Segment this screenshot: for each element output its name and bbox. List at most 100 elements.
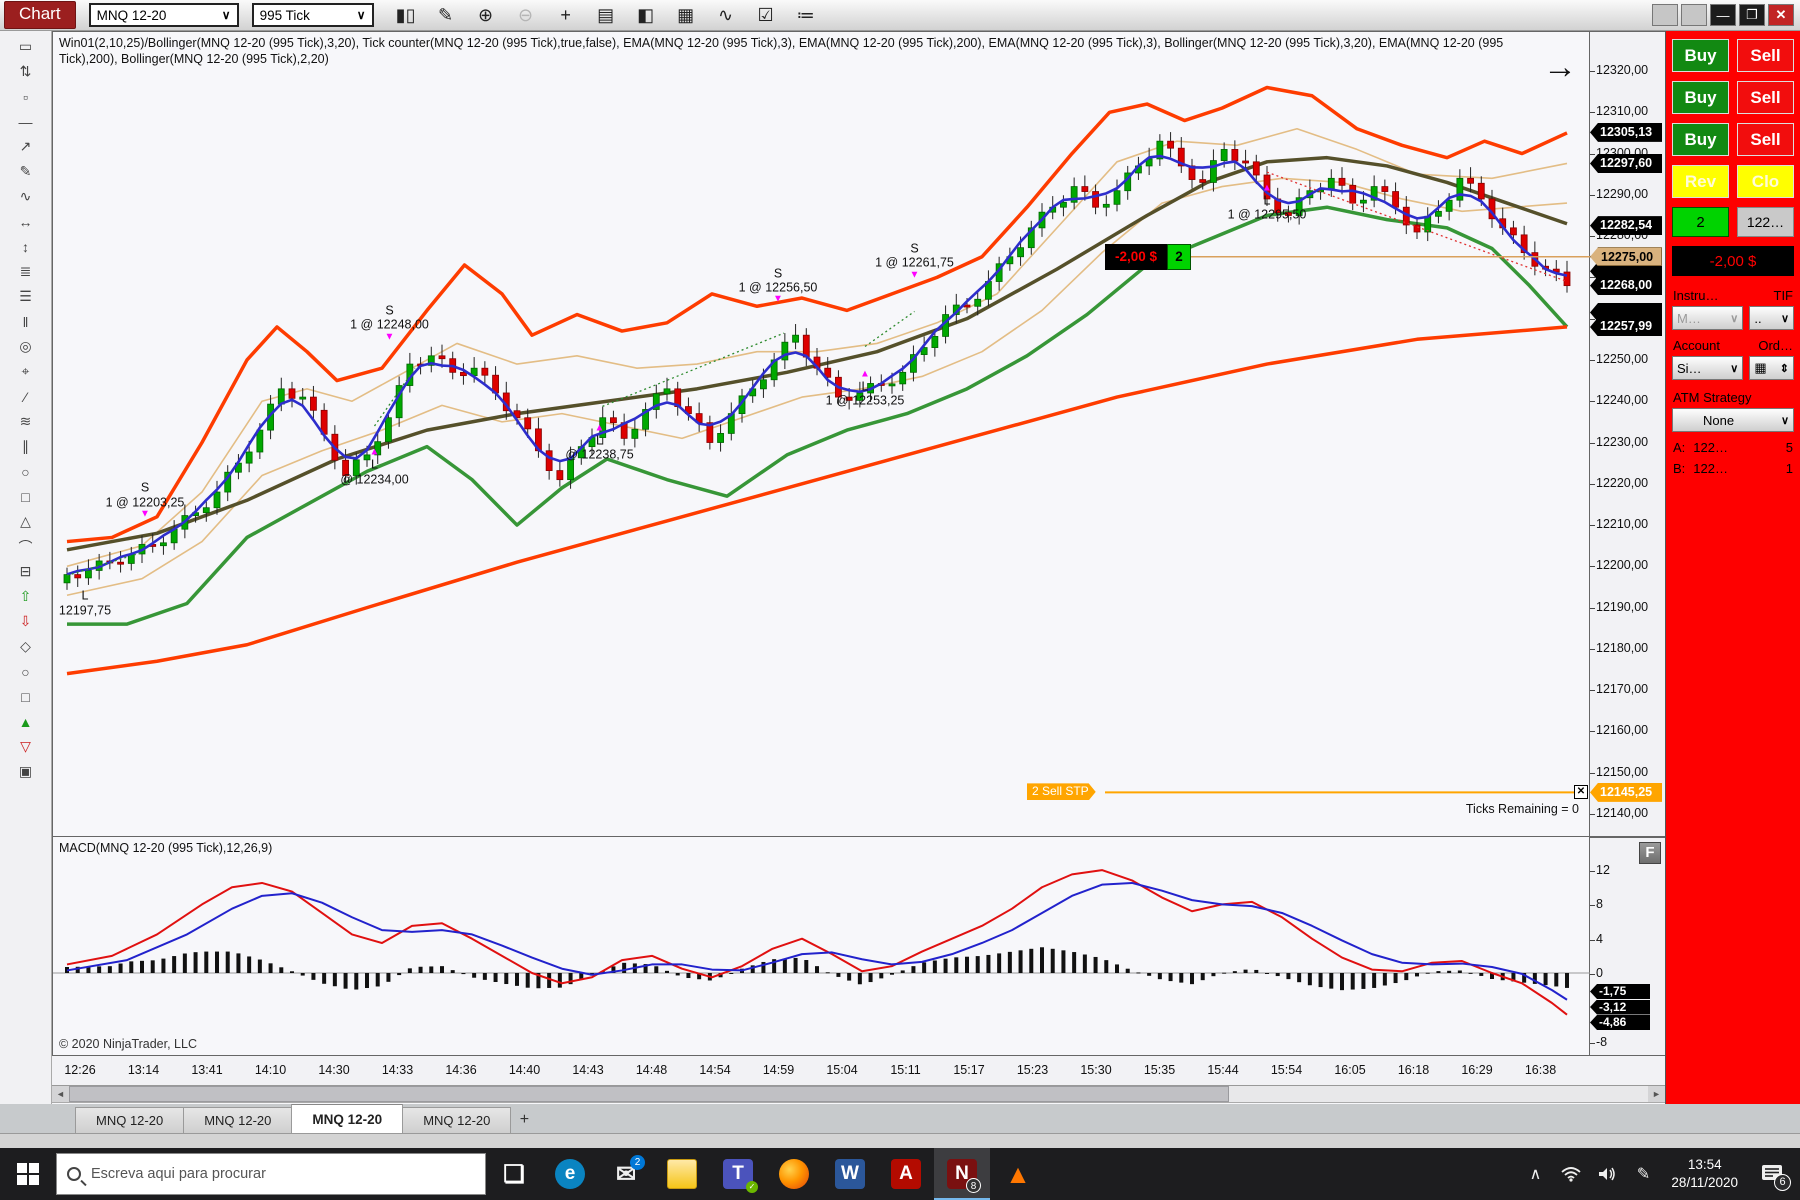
go-to-latest-arrow-icon[interactable]: → xyxy=(1543,48,1577,86)
macd-plot[interactable]: MACD(MNQ 12-20 (995 Tick),12,26,9) © 202… xyxy=(52,837,1591,1056)
ruler-icon[interactable]: ▭ xyxy=(18,38,33,54)
macd-f-button[interactable]: F xyxy=(1639,842,1661,864)
chart-tab[interactable]: MNQ 12-20 xyxy=(183,1107,293,1133)
time-axis[interactable]: 12:26 13:14 13:41 14:10 14:30 14:33 14:36 14:40… xyxy=(52,1056,1665,1086)
chart-style-icon[interactable]: ▮▯ xyxy=(395,4,416,25)
taskbar-clock[interactable]: 13:54 28/11/2020 xyxy=(1663,1156,1746,1192)
mail-icon[interactable]: ✉ 2 xyxy=(598,1148,654,1200)
file-explorer-icon[interactable] xyxy=(654,1148,710,1200)
cancel-order-icon[interactable]: ✕ xyxy=(1574,785,1588,800)
ellipse-icon[interactable]: ○ xyxy=(21,463,30,480)
instrument-select[interactable]: M… ∨ xyxy=(1672,306,1744,330)
candle xyxy=(824,367,832,378)
pen-icon[interactable]: ✎ xyxy=(1636,1166,1651,1183)
macd-axis[interactable]: F 12 8 4 0 -8 -1,75 -3,12 -4,86 xyxy=(1589,837,1665,1056)
horizontal-line-icon[interactable]: — xyxy=(18,113,33,130)
close-button[interactable]: ✕ xyxy=(1768,4,1794,26)
hatch-icon[interactable]: ≋ xyxy=(19,413,32,429)
anchor-icon[interactable]: ⌖ xyxy=(21,363,30,379)
diamond-icon[interactable]: ◇ xyxy=(20,638,31,654)
crosshair-icon[interactable]: + xyxy=(560,4,571,25)
chart-tab[interactable]: MNQ 12-20 xyxy=(75,1107,185,1133)
extended-line-icon[interactable]: ↔ xyxy=(18,213,33,230)
price-field[interactable]: 122… xyxy=(1737,207,1794,237)
line-study-icon[interactable]: ∿ xyxy=(718,4,734,25)
instrument-dropdown[interactable]: MNQ 12-20 ∨ xyxy=(88,3,239,27)
position-marker[interactable]: -2,00 $2 xyxy=(1105,243,1192,270)
minimize-button[interactable]: — xyxy=(1710,4,1736,26)
circle-icon[interactable]: ○ xyxy=(21,663,30,680)
pencil-icon[interactable]: ✎ xyxy=(19,163,32,179)
edge-icon[interactable]: e xyxy=(542,1148,598,1200)
taskbar-search-input[interactable]: Escreva aqui para procurar xyxy=(56,1153,486,1195)
vertical-line-icon[interactable]: ↕ xyxy=(22,238,29,255)
firefox-icon[interactable] xyxy=(766,1148,822,1200)
region-select-icon[interactable]: ▫ xyxy=(23,88,28,105)
properties-icon[interactable]: ≔ xyxy=(796,4,815,25)
strategies-icon[interactable]: ☑ xyxy=(757,4,774,25)
arrow-down-icon[interactable]: ⇩ xyxy=(19,613,32,629)
data-series-icon[interactable]: ▤ xyxy=(597,4,615,25)
fibonacci-icon[interactable]: ≣ xyxy=(19,263,32,279)
sell-stop-button[interactable]: Sell xyxy=(1737,123,1794,156)
triangle-down-icon[interactable]: ▽ xyxy=(20,738,31,754)
triangle-icon[interactable]: △ xyxy=(20,513,31,529)
trash-icon[interactable]: ▣ xyxy=(18,763,33,779)
close-position-button[interactable]: Clo xyxy=(1737,165,1794,198)
zoom-in-icon[interactable]: ⊕ xyxy=(478,4,494,25)
zoom-out-icon[interactable]: ⊖ xyxy=(518,4,534,25)
window-extra-button[interactable] xyxy=(1652,4,1678,26)
arrow-up-icon[interactable]: ⇧ xyxy=(19,588,32,604)
sell-ask-button[interactable]: Sell xyxy=(1737,81,1794,114)
reorder-icon[interactable]: ⇅ xyxy=(19,63,32,79)
buy-market-button[interactable]: Buy xyxy=(1672,39,1729,72)
levels-icon[interactable]: ☰ xyxy=(19,288,32,304)
teams-icon[interactable]: T ✓ xyxy=(710,1148,766,1200)
restore-button[interactable]: ❐ xyxy=(1739,4,1765,26)
volume-icon[interactable] xyxy=(1591,1148,1623,1200)
quantity-field[interactable]: 2 xyxy=(1672,207,1729,237)
draw-pencil-icon[interactable]: ✎ xyxy=(438,4,454,25)
vlc-icon[interactable]: ▲ xyxy=(1005,1158,1031,1189)
buy-bid-button[interactable]: Buy xyxy=(1672,81,1729,114)
buy-stop-button[interactable]: Buy xyxy=(1672,123,1729,156)
target-icon[interactable]: ◎ xyxy=(19,338,32,354)
scroll-left-button[interactable]: ◄ xyxy=(52,1086,69,1102)
tif-select[interactable]: .. ∨ xyxy=(1749,306,1794,330)
volume-profile-icon[interactable]: ‖ xyxy=(22,313,29,330)
scrollbar-thumb[interactable] xyxy=(69,1086,1229,1102)
chart-tab[interactable]: MNQ 12-20 xyxy=(402,1107,512,1133)
acrobat-icon[interactable]: A xyxy=(878,1148,934,1200)
sell-market-button[interactable]: Sell xyxy=(1737,39,1794,72)
parallel-channel-icon[interactable]: ∥ xyxy=(22,438,29,454)
notification-center-button[interactable]: 6 xyxy=(1750,1148,1794,1200)
square-icon[interactable]: □ xyxy=(21,688,30,705)
indicators-icon[interactable]: ▦ xyxy=(677,4,695,25)
add-tab-button[interactable]: + xyxy=(519,1111,530,1128)
ray-icon[interactable]: ↗ xyxy=(19,138,32,154)
chart-tab-active[interactable]: MNQ 12-20 xyxy=(291,1103,404,1133)
price-axis[interactable]: 12320,0012310,0012300,0012290,0012280,00… xyxy=(1589,31,1665,837)
tray-chevron-up-icon[interactable]: ∧ xyxy=(1529,1166,1542,1183)
rectangle-icon[interactable]: □ xyxy=(21,488,30,505)
atm-strategy-select[interactable]: None ∨ xyxy=(1672,408,1794,432)
window-extra-button[interactable] xyxy=(1681,4,1707,26)
arc-icon[interactable]: ⌒ xyxy=(18,538,33,555)
freehand-icon[interactable]: ∿ xyxy=(19,188,32,204)
measure-icon[interactable]: ⊟ xyxy=(19,563,32,579)
start-button[interactable] xyxy=(0,1148,56,1200)
account-select[interactable]: Si… ∨ xyxy=(1672,356,1744,380)
stop-order-tag[interactable]: 2 Sell STP xyxy=(1027,783,1096,800)
order-type-spinner[interactable]: ▦ ⇕ xyxy=(1749,356,1794,380)
scroll-right-button[interactable]: ► xyxy=(1648,1086,1665,1102)
triangle-up-icon[interactable]: ▲ xyxy=(18,713,33,730)
panel-icon[interactable]: ◧ xyxy=(637,4,655,25)
interval-dropdown[interactable]: 995 Tick ∨ xyxy=(251,3,374,27)
task-view-icon[interactable]: ❏ xyxy=(503,1160,525,1188)
price-chart-plot[interactable]: Win01(2,10,25)/Bollinger(MNQ 12-20 (995 … xyxy=(52,31,1591,837)
wifi-icon[interactable] xyxy=(1555,1148,1587,1200)
regression-icon[interactable]: ⁄ xyxy=(24,388,27,405)
reverse-button[interactable]: Rev xyxy=(1672,165,1729,198)
word-icon[interactable]: W xyxy=(822,1148,878,1200)
